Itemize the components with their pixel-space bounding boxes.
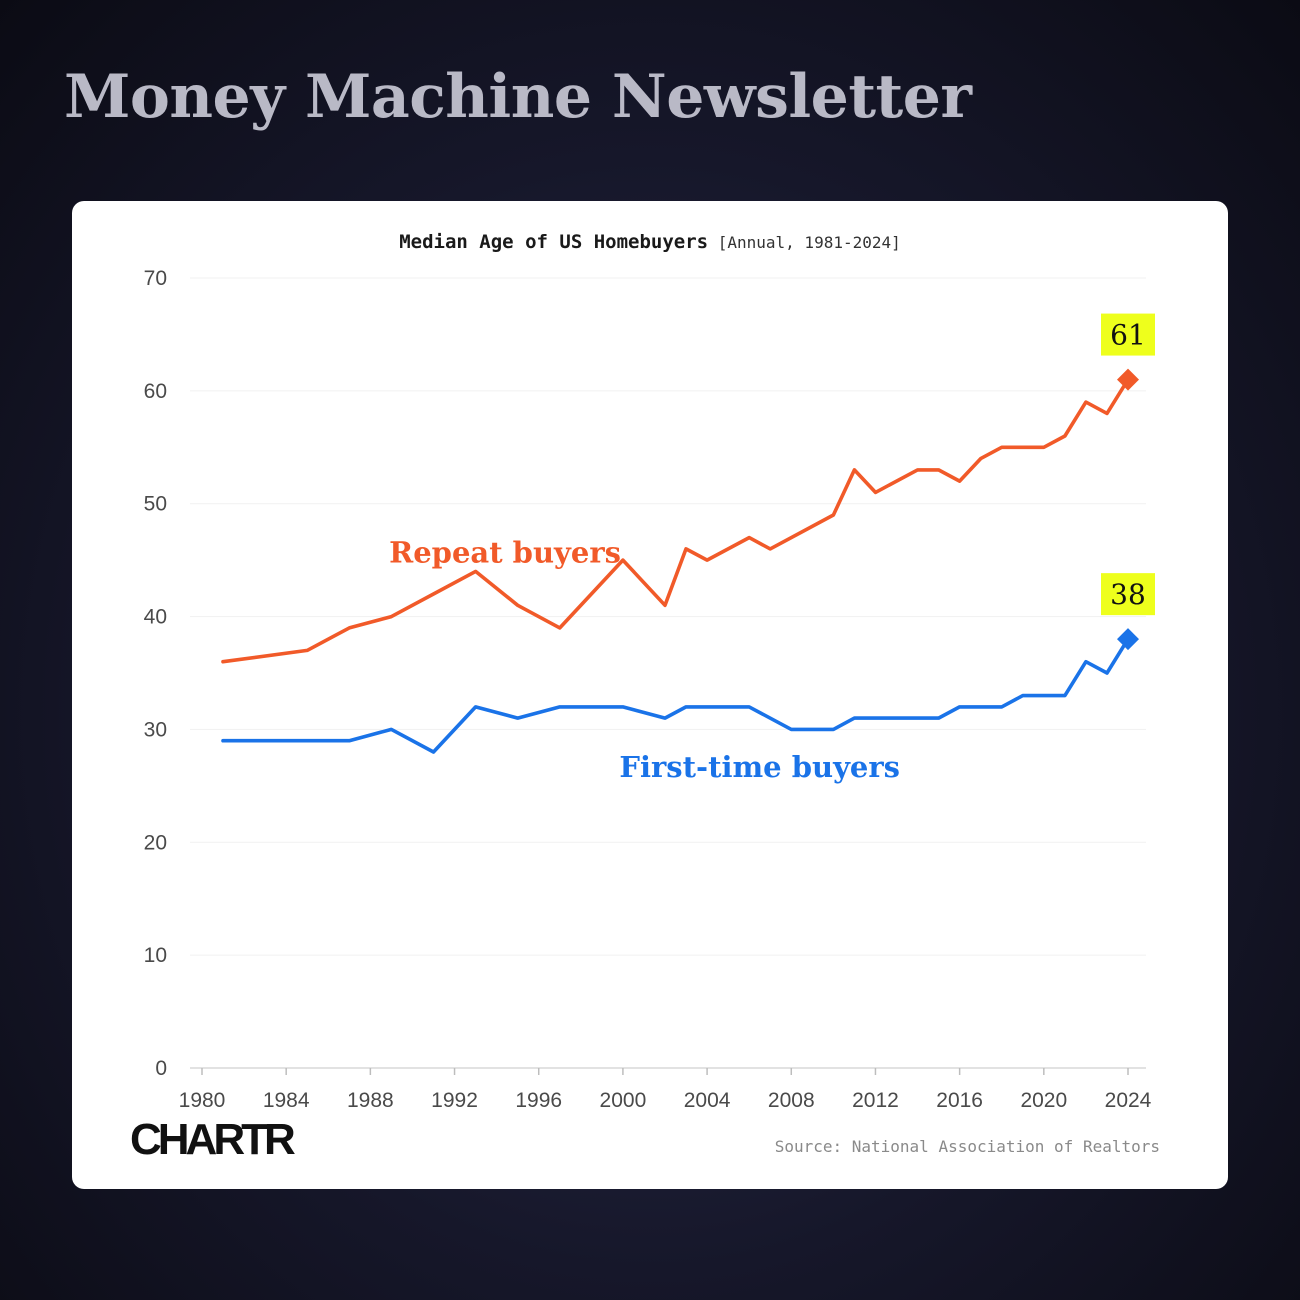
- x-tick-label: 2024: [1105, 1089, 1152, 1112]
- series-line: [221, 377, 1130, 664]
- chart-title: Median Age of US Homebuyers [Annual, 198…: [72, 231, 1228, 253]
- y-tick-label: 50: [144, 493, 167, 516]
- series-end-marker: [1117, 368, 1139, 391]
- line-chart: 1980 1984 1988 1992 1996 2000 2004 2008 2012 2016…: [144, 267, 1155, 1112]
- y-tick-label: 0: [155, 1057, 167, 1080]
- y-tick-label: 10: [144, 944, 167, 967]
- x-tick-label: 1984: [263, 1089, 310, 1112]
- y-axis: 0 10 20 30 40 50 60 70: [144, 267, 167, 1080]
- end-value-badge: [1101, 573, 1155, 616]
- x-axis: 1980 1984 1988 1992 1996 2000 2004 2008 2012 2016…: [179, 1067, 1152, 1112]
- grid-lines: [190, 277, 1146, 956]
- series-group: [221, 368, 1139, 754]
- chartr-logo: CHARTR: [130, 1115, 296, 1165]
- x-tick-label: 2012: [852, 1089, 899, 1112]
- x-tick-label: 1992: [431, 1089, 478, 1112]
- x-tick-label: 1988: [347, 1089, 394, 1112]
- x-tick-label: 2004: [684, 1089, 731, 1112]
- y-tick-label: 30: [144, 718, 167, 741]
- end-value-badge: [1101, 313, 1155, 356]
- series-name-label: Repeat buyers: [389, 535, 621, 569]
- y-tick-label: 60: [144, 380, 167, 403]
- y-tick-label: 70: [144, 267, 167, 290]
- source-note: Source: National Association of Realtors: [774, 1137, 1160, 1156]
- x-tick-label: 2008: [768, 1089, 815, 1112]
- newsletter-title: Money Machine Newsletter: [64, 62, 972, 132]
- x-tick-label: 1980: [179, 1089, 226, 1112]
- chartr-logo-text: CHARTR: [130, 1115, 296, 1164]
- end-value-label: 61: [1110, 319, 1146, 352]
- series-name-label: First-time buyers: [619, 750, 900, 784]
- chart-card: Median Age of US Homebuyers [Annual, 198…: [72, 201, 1228, 1189]
- end-value-label: 38: [1110, 578, 1146, 611]
- x-tick-label: 1996: [515, 1089, 562, 1112]
- chart-subtitle: [Annual, 1981-2024]: [717, 233, 901, 252]
- series-end-marker: [1117, 628, 1139, 651]
- x-tick-label: 2000: [600, 1089, 647, 1112]
- y-tick-label: 20: [144, 831, 167, 854]
- x-tick-label: 2020: [1020, 1089, 1067, 1112]
- y-tick-label: 40: [144, 606, 167, 629]
- x-tick-label: 2016: [936, 1089, 983, 1112]
- series-line: [221, 637, 1130, 754]
- chart-title-main: Median Age of US Homebuyers: [399, 231, 709, 253]
- annotation-group: 61 Repeat buyers 38 First-time buyers: [389, 313, 1155, 784]
